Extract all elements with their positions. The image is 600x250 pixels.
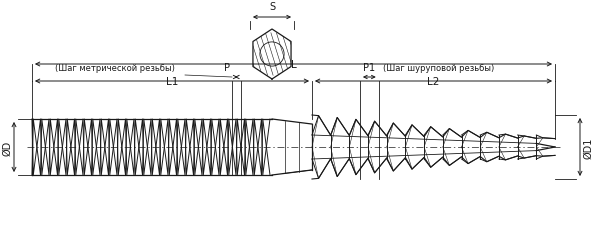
Text: ØD: ØD — [2, 140, 12, 155]
Text: ØD1: ØD1 — [583, 137, 593, 158]
Text: S: S — [269, 2, 275, 12]
Text: L1: L1 — [166, 77, 178, 87]
Text: P1: P1 — [363, 63, 376, 73]
Text: (Шаг метрической резьбы): (Шаг метрической резьбы) — [55, 64, 175, 73]
Text: P: P — [224, 63, 230, 73]
Text: L2: L2 — [427, 77, 440, 87]
Text: L: L — [290, 60, 296, 70]
Text: (Шаг шуруповой резьбы): (Шаг шуруповой резьбы) — [383, 64, 494, 73]
